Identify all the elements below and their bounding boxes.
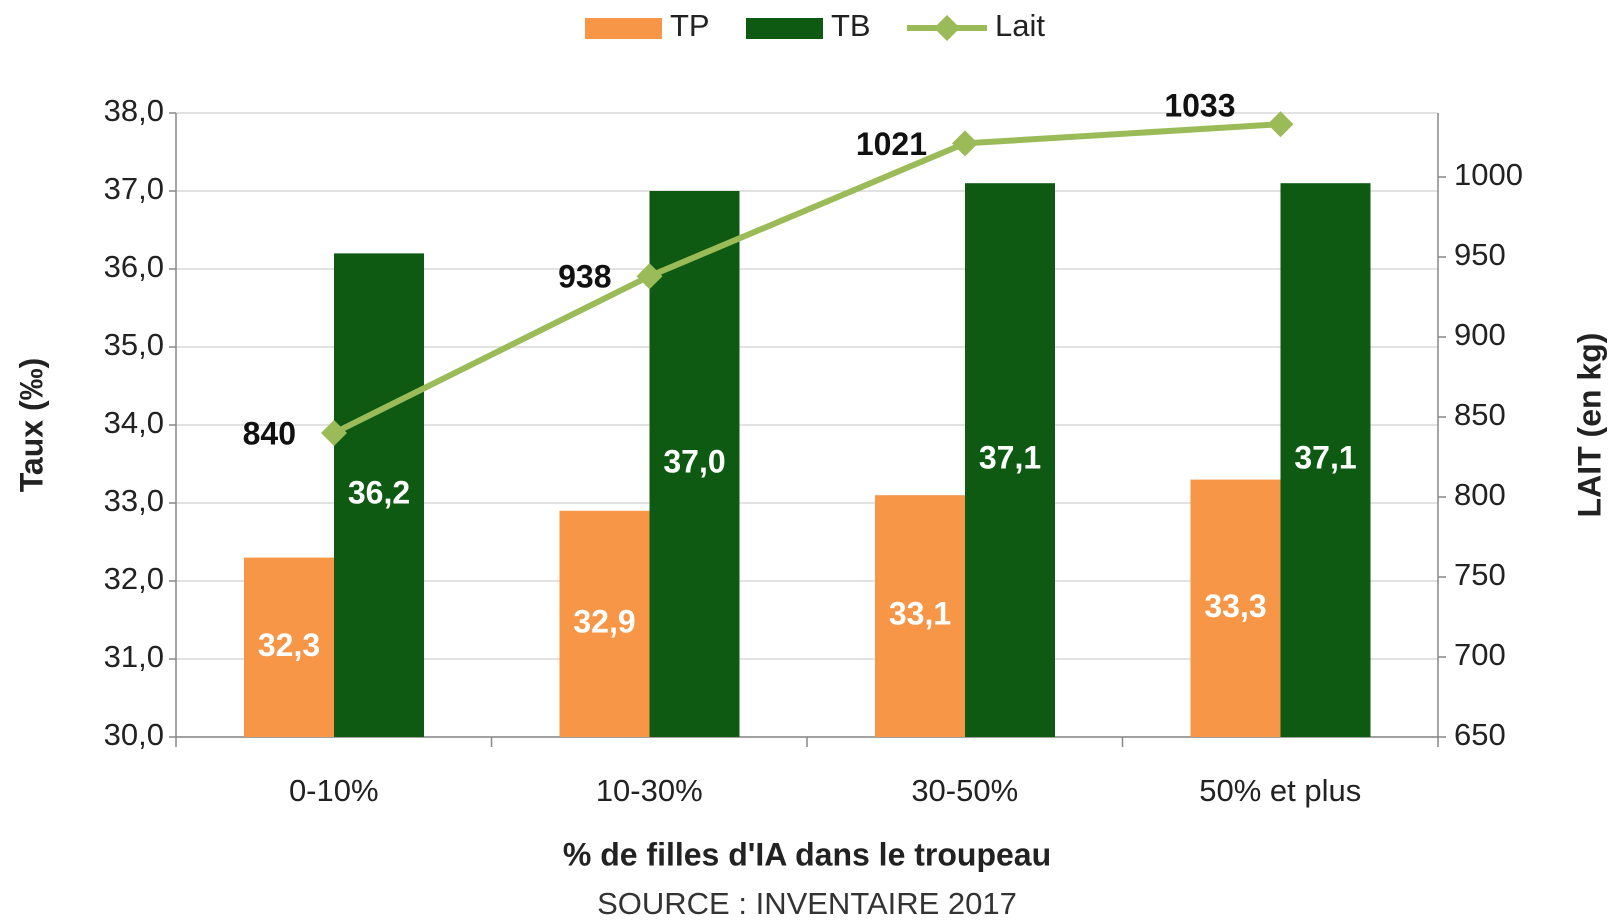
- y-tick-label: 31,0: [104, 639, 164, 674]
- source-note: SOURCE : INVENTAIRE 2017: [597, 886, 1017, 921]
- line-value-label: 1033: [1164, 88, 1235, 124]
- y-tick-label: 35,0: [104, 327, 164, 362]
- line-marker: [952, 130, 978, 157]
- bar-value-label: 37,1: [1294, 440, 1356, 476]
- y2-tick-label: 650: [1454, 717, 1506, 752]
- x-tick-label: 50% et plus: [1199, 773, 1361, 808]
- x-tick-label: 30-50%: [911, 773, 1018, 808]
- bar-value-label: 33,3: [1204, 588, 1266, 624]
- bar-value-label: 36,2: [348, 475, 410, 511]
- y-tick-label: 33,0: [104, 483, 164, 518]
- x-tick-label: 10-30%: [596, 773, 703, 808]
- line-value-label: 840: [243, 415, 296, 451]
- line-marker: [1267, 111, 1294, 138]
- bar-value-label: 37,1: [979, 440, 1041, 476]
- legend-label: TP: [670, 8, 710, 43]
- y2-tick-label: 950: [1454, 237, 1506, 272]
- bar: [875, 495, 965, 737]
- bar-value-label: 32,3: [258, 627, 320, 663]
- bar: [1190, 479, 1281, 737]
- y2-tick-label: 700: [1454, 637, 1506, 672]
- legend-label: TB: [831, 8, 871, 43]
- line-marker: [321, 420, 347, 446]
- line: [332, 121, 1281, 436]
- y-tick-label: 32,0: [104, 561, 164, 596]
- x-tick-label: 0-10%: [289, 773, 379, 808]
- y-tick-label: 30,0: [104, 717, 164, 752]
- legend-swatch: [934, 15, 960, 41]
- y-tick-label: 34,0: [104, 405, 164, 440]
- legend-swatch: [746, 18, 823, 39]
- line-marker: [636, 263, 663, 290]
- bar: [244, 557, 334, 737]
- bar: [965, 183, 1055, 737]
- y2-axis-label: LAIT (en kg): [1571, 333, 1607, 518]
- bar-value-label: 32,9: [573, 603, 635, 639]
- y2-tick-label: 1000: [1454, 157, 1523, 192]
- y-tick-label: 36,0: [104, 249, 164, 284]
- legend-label: Lait: [995, 8, 1045, 43]
- y-axis-label: Taux (‰): [13, 358, 49, 493]
- x-axis-label: % de filles d'IA dans le troupeau: [563, 836, 1051, 872]
- bar: [1280, 183, 1371, 737]
- bar-value-label: 33,1: [889, 596, 951, 632]
- legend-swatch: [585, 18, 662, 39]
- line-value-label: 938: [558, 259, 611, 295]
- bar: [334, 253, 424, 737]
- y-tick-label: 38,0: [104, 93, 164, 128]
- bar: [559, 510, 650, 737]
- y2-tick-label: 850: [1454, 397, 1506, 432]
- bar: [649, 191, 740, 737]
- line-value-label: 1021: [856, 126, 927, 162]
- y2-tick-label: 800: [1454, 477, 1506, 512]
- bar-value-label: 37,0: [663, 443, 725, 479]
- y2-tick-label: 900: [1454, 317, 1506, 352]
- y2-tick-label: 750: [1454, 557, 1506, 592]
- y-tick-label: 37,0: [104, 171, 164, 206]
